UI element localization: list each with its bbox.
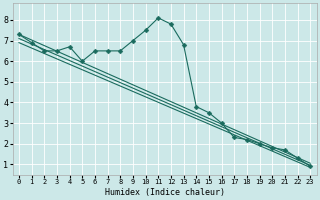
X-axis label: Humidex (Indice chaleur): Humidex (Indice chaleur) bbox=[105, 188, 225, 197]
